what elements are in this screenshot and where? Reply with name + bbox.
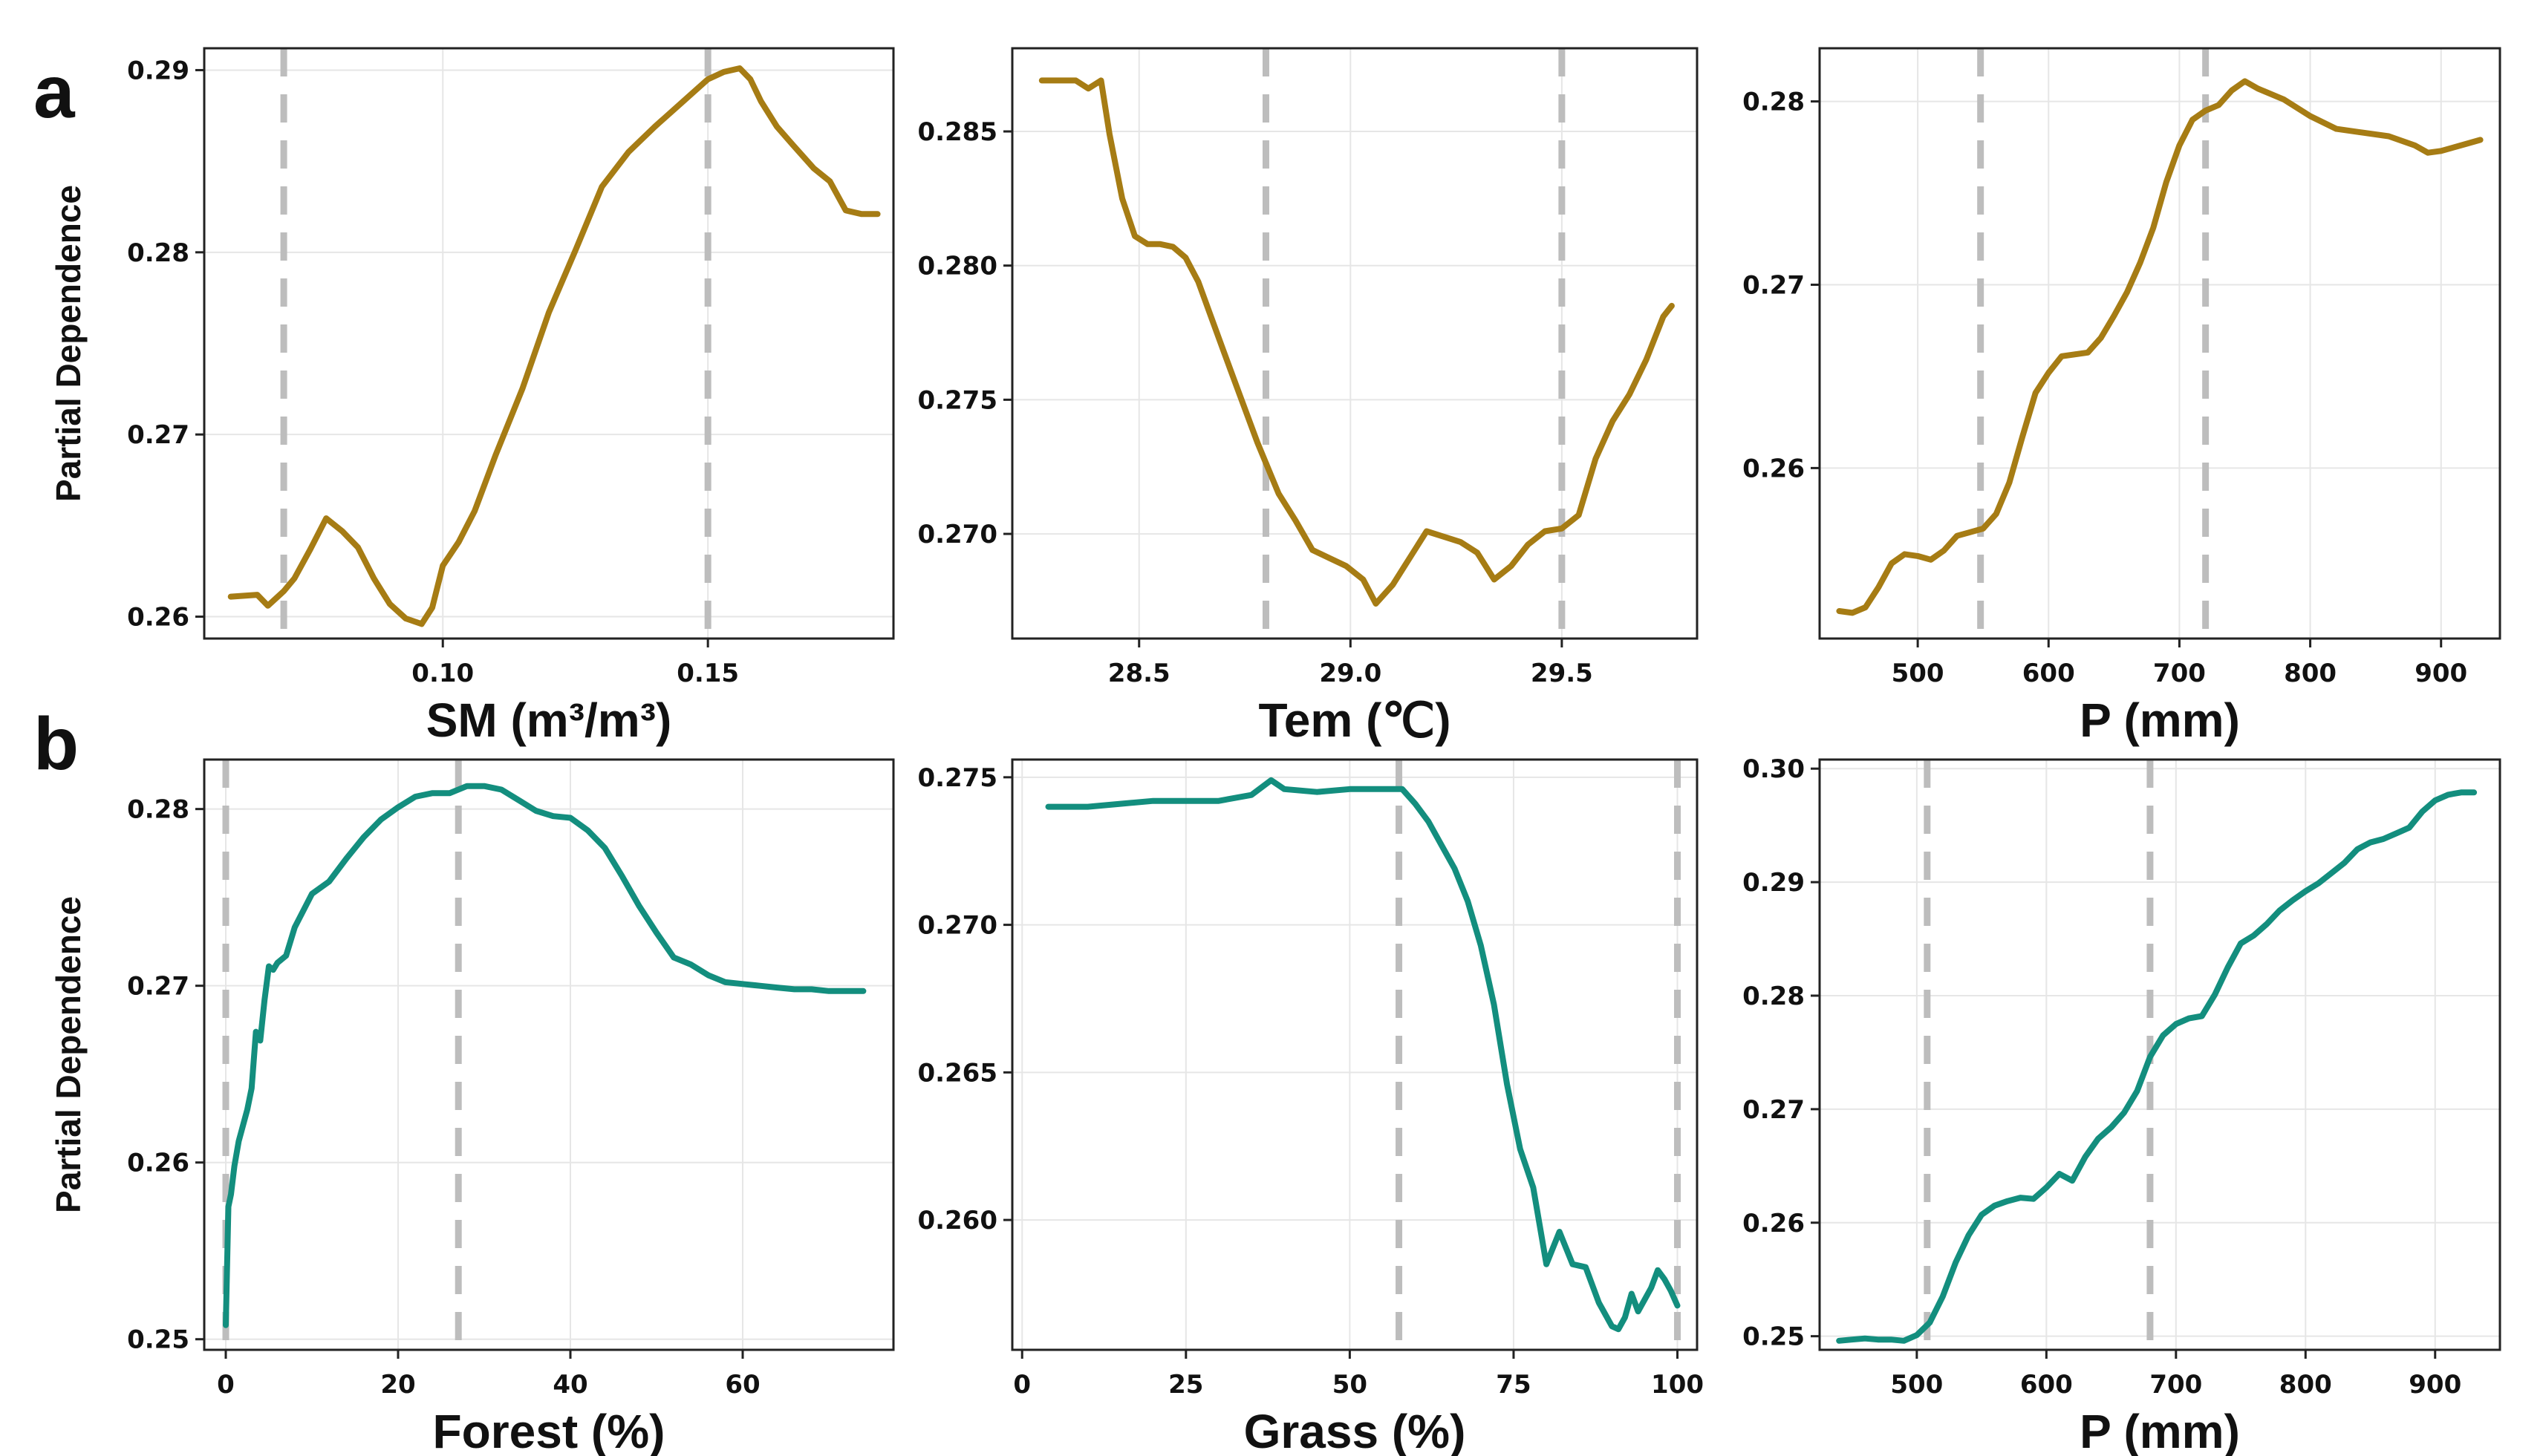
p3-series-line [223, 783, 867, 1328]
p5-xtick-label-0: 500 [1890, 1370, 1943, 1400]
p5-xtick-label-2: 700 [2149, 1370, 2202, 1400]
p4-xlabel: Grass (%) [1244, 1405, 1466, 1456]
p5-xtick-label-1: 600 [2020, 1370, 2073, 1400]
p0-xtick-label-1: 0.15 [677, 659, 739, 688]
p2-ytick-label-1: 0.27 [1742, 270, 1805, 300]
p0-ytick-label-1: 0.27 [127, 420, 189, 450]
p2-xtick-label-0: 500 [1892, 659, 1944, 688]
p3-ytick-label-2: 0.27 [127, 972, 189, 1002]
p2-xtick-label-1: 600 [2022, 659, 2075, 688]
p5-xlabel: P (mm) [2080, 1405, 2240, 1456]
p2-ytick-label-2: 0.28 [1742, 88, 1805, 117]
p0-ylabel: Partial Dependence [49, 185, 88, 502]
p5-xtick-label-3: 800 [2279, 1370, 2332, 1400]
p5-frame [1818, 758, 2501, 1351]
p3-xlabel: Forest (%) [433, 1405, 665, 1456]
p4-xtick-label-2: 50 [1332, 1370, 1367, 1400]
plot-a1: 0.10 0.15 0.26 0.27 0.28 0.29 SM (m³/m³) Partia… [49, 47, 895, 747]
p0-xlabel: SM (m³/m³) [426, 693, 672, 747]
p3-xtick-label-0: 0 [217, 1370, 235, 1400]
p5-ytick-label-3: 0.28 [1742, 982, 1805, 1011]
p2-ytick-label-0: 0.26 [1742, 454, 1805, 483]
p4-series-line [1045, 777, 1681, 1333]
p0-ytick-label-3: 0.29 [127, 56, 189, 85]
p5-ytick-label-4: 0.29 [1742, 868, 1805, 898]
p5-ytick-label-1: 0.26 [1742, 1209, 1805, 1238]
p1-xlabel: Tem (℃) [1258, 693, 1450, 747]
p5-ytick-label-2: 0.27 [1742, 1095, 1805, 1125]
p2-xtick-label-4: 900 [2415, 659, 2467, 688]
p3-ytick-label-1: 0.26 [127, 1149, 189, 1178]
p5-ytick-label-0: 0.25 [1742, 1322, 1805, 1352]
p4-ytick-label-2: 0.270 [917, 911, 997, 941]
p3-ylabel: Partial Dependence [49, 896, 88, 1213]
p1-series-line [1038, 77, 1675, 607]
p1-ytick-label-0: 0.270 [917, 520, 997, 549]
p3-xtick-label-2: 40 [553, 1370, 587, 1400]
p1-ytick-label-3: 0.285 [917, 117, 997, 147]
p2-frame [1818, 47, 2501, 640]
p4-xtick-label-3: 75 [1496, 1370, 1531, 1400]
p2-series-line [1836, 78, 2484, 616]
p1-xtick-label-0: 28.5 [1108, 659, 1170, 688]
p4-ytick-label-0: 0.260 [917, 1206, 997, 1235]
p0-ytick-label-0: 0.26 [127, 603, 189, 633]
plot-b3: 500 600 700 800 900 0.25 0.26 0.27 0.28 0.29 0.30 P… [1742, 754, 2501, 1456]
panel-label-a: a [33, 50, 76, 134]
p0-ytick-label-2: 0.28 [127, 238, 189, 268]
p4-ytick-label-1: 0.265 [917, 1058, 997, 1088]
plot-a3: 500 600 700 800 900 0.26 0.27 0.28 P (mm) [1742, 47, 2501, 747]
p3-ytick-label-3: 0.28 [127, 795, 189, 825]
p3-ytick-label-0: 0.25 [127, 1325, 189, 1355]
p5-xtick-label-4: 900 [2409, 1370, 2461, 1400]
p1-xtick-label-1: 29.0 [1319, 659, 1381, 688]
p0-series-line [227, 65, 881, 627]
p1-ytick-label-2: 0.280 [917, 252, 997, 281]
p4-xtick-label-1: 25 [1168, 1370, 1203, 1400]
p4-frame [1011, 758, 1699, 1351]
p1-frame [1011, 47, 1699, 640]
plot-a2: 28.5 29.0 29.5 0.270 0.275 0.280 0.285 Tem (℃) [917, 47, 1699, 747]
p0-xtick-label-0: 0.10 [411, 659, 474, 688]
plot-b2: 0 25 50 75 100 0.260 0.265 0.270 0.275 Grass (%) [917, 758, 1704, 1456]
p3-frame [203, 758, 895, 1351]
p3-xtick-label-3: 60 [725, 1370, 760, 1400]
p2-xtick-label-3: 800 [2284, 659, 2337, 688]
p1-ytick-label-1: 0.275 [917, 385, 997, 415]
panel-label-b: b [33, 702, 79, 786]
p2-xlabel: P (mm) [2080, 693, 2240, 747]
plot-b1: 0 20 40 60 0.25 0.26 0.27 0.28 Forest (%) Partial… [49, 758, 895, 1456]
p1-xtick-label-2: 29.5 [1531, 659, 1593, 688]
p0-frame [203, 47, 895, 640]
p2-xtick-label-2: 700 [2153, 659, 2206, 688]
p5-series-line [1836, 789, 2478, 1344]
p5-ytick-label-5: 0.30 [1742, 754, 1805, 784]
p3-xtick-label-1: 20 [380, 1370, 415, 1400]
p4-ytick-label-3: 0.275 [917, 763, 997, 793]
p4-xtick-label-4: 100 [1651, 1370, 1704, 1400]
p4-xtick-label-0: 0 [1013, 1370, 1031, 1400]
